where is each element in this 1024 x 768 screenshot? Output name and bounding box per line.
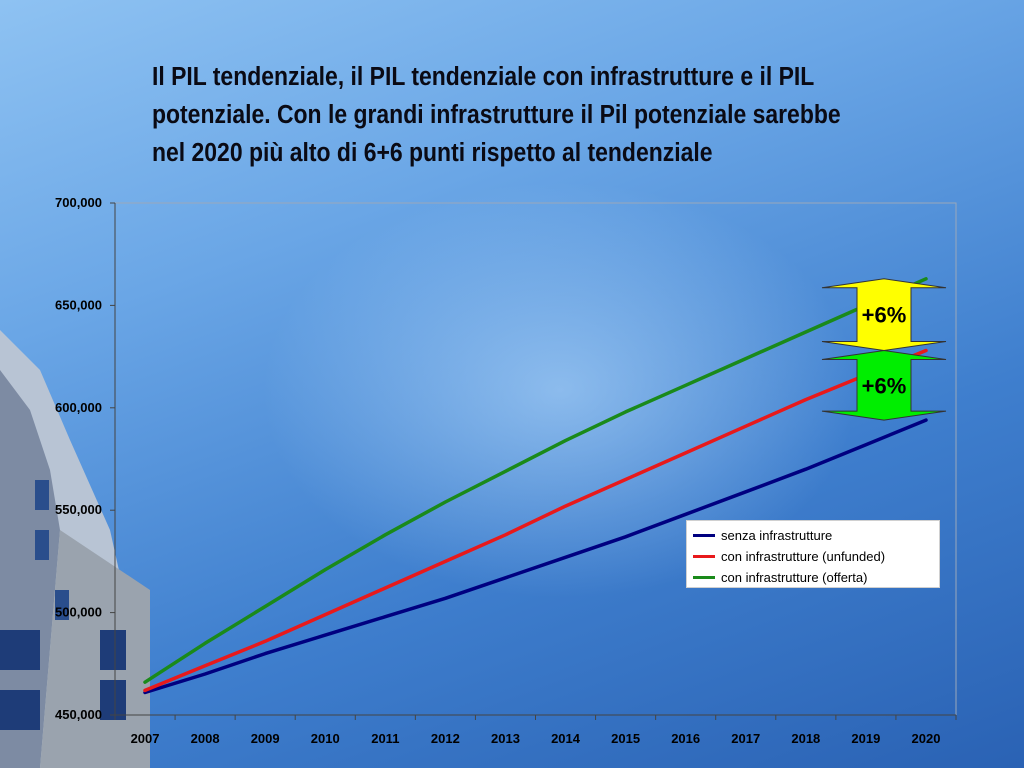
legend-swatch [693,555,715,558]
x-tick-label: 2008 [191,731,220,746]
x-tick-label: 2019 [851,731,880,746]
y-tick-label: 700,000 [55,195,102,210]
x-tick-label: 2015 [611,731,640,746]
x-tick-label: 2009 [251,731,280,746]
x-tick-label: 2016 [671,731,700,746]
series-line [143,277,928,684]
legend-item: con infrastrutture (offerta) [693,567,939,588]
percent-arrow [821,278,947,352]
legend-label: con infrastrutture (offerta) [721,570,868,585]
legend-swatch [693,534,715,537]
x-tick-label: 2020 [912,731,941,746]
x-tick-label: 2007 [131,731,160,746]
x-tick-label: 2013 [491,731,520,746]
x-tick-label: 2017 [731,731,760,746]
percent-label: +6% [862,303,907,328]
chart-legend: senza infrastrutture con infrastrutture … [686,520,940,588]
series-line [143,418,928,695]
x-tick-label: 2010 [311,731,340,746]
y-tick-label: 650,000 [55,297,102,312]
legend-swatch [693,576,715,579]
legend-label: con infrastrutture (unfunded) [721,549,886,564]
y-tick-label: 450,000 [55,707,102,722]
x-tick-label: 2012 [431,731,460,746]
x-tick-label: 2011 [371,731,399,746]
building-photo [0,330,150,768]
series-line [143,348,928,693]
legend-item: con infrastrutture (unfunded) [693,546,939,567]
x-tick-label: 2014 [551,731,581,746]
legend-item: senza infrastrutture [693,525,939,546]
slide-title: Il PIL tendenziale, il PIL tendenziale c… [152,63,841,167]
x-tick-label: 2018 [791,731,820,746]
legend-label: senza infrastrutture [721,528,833,543]
y-tick-label: 550,000 [55,502,102,517]
y-tick-label: 500,000 [55,605,102,620]
percent-arrow [821,349,947,421]
percent-label: +6% [862,373,907,398]
y-tick-label: 600,000 [55,400,102,415]
